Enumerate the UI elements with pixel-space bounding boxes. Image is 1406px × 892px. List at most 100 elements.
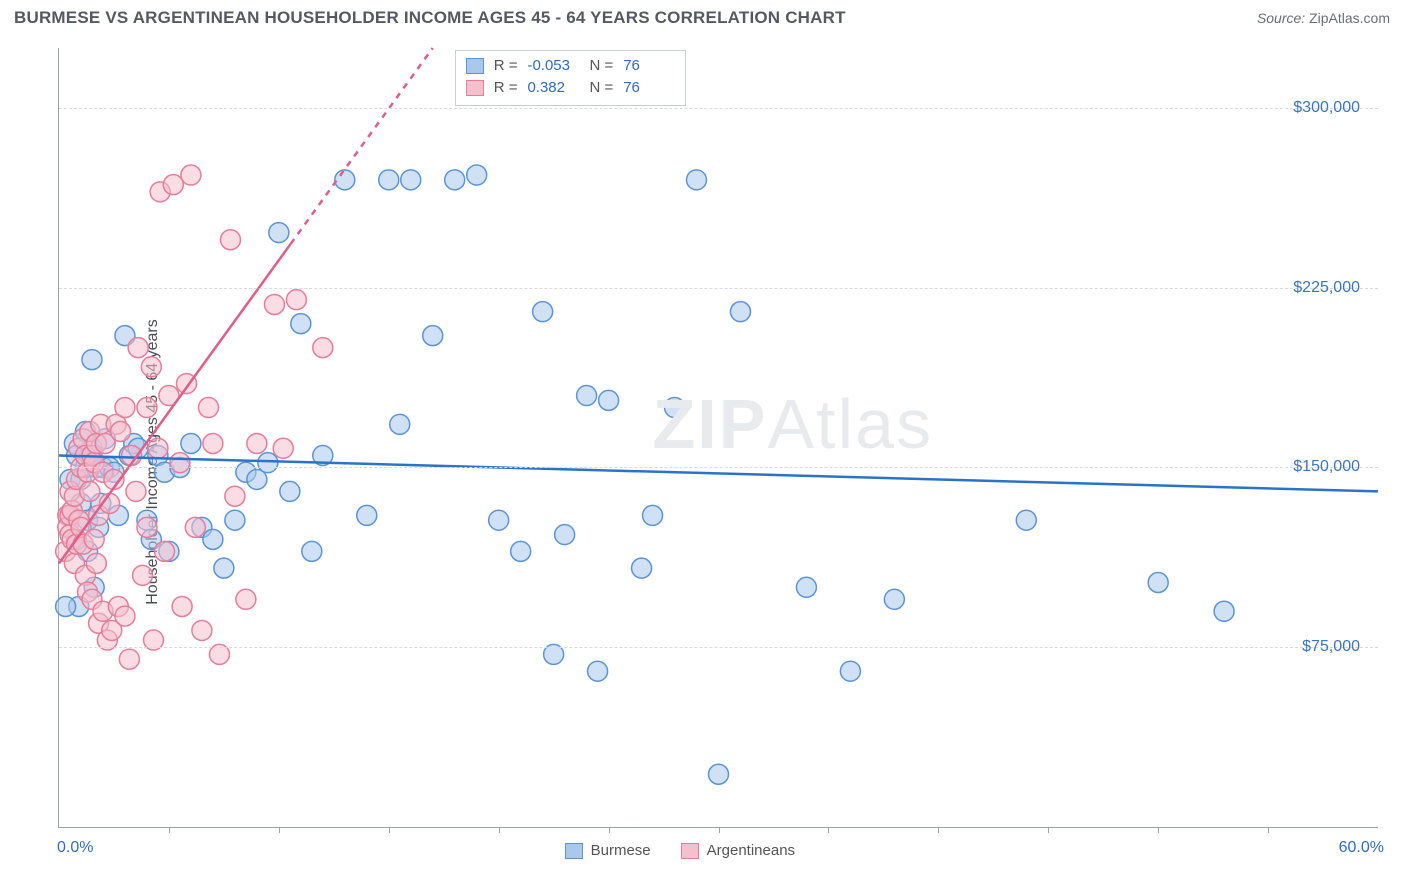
scatter-point bbox=[137, 398, 157, 418]
scatter-point bbox=[155, 541, 175, 561]
trend-line-dashed bbox=[291, 48, 433, 244]
scatter-point bbox=[730, 302, 750, 322]
scatter-point bbox=[214, 558, 234, 578]
scatter-point bbox=[126, 481, 146, 501]
x-max-label: 60.0% bbox=[1339, 839, 1384, 857]
scatter-point bbox=[643, 505, 663, 525]
scatter-point bbox=[555, 525, 575, 545]
scatter-point bbox=[1016, 510, 1036, 530]
legend-swatch bbox=[466, 58, 484, 74]
legend-r-label: R = bbox=[494, 55, 518, 77]
scatter-point bbox=[181, 165, 201, 185]
legend-r-label: R = bbox=[494, 77, 518, 99]
x-tick bbox=[938, 827, 939, 833]
scatter-point bbox=[687, 170, 707, 190]
scatter-point bbox=[111, 422, 131, 442]
legend-n-label: N = bbox=[589, 77, 613, 99]
gridline-h bbox=[59, 467, 1378, 468]
gridline-h bbox=[59, 108, 1378, 109]
legend-n-value: 76 bbox=[623, 55, 675, 77]
scatter-point bbox=[181, 433, 201, 453]
x-tick bbox=[499, 827, 500, 833]
gridline-h bbox=[59, 288, 1378, 289]
scatter-point bbox=[632, 558, 652, 578]
x-tick bbox=[169, 827, 170, 833]
gridline-h bbox=[59, 647, 1378, 648]
scatter-point bbox=[84, 529, 104, 549]
legend-swatch bbox=[466, 80, 484, 96]
trend-line bbox=[59, 244, 291, 564]
legend-item-label: Argentineans bbox=[707, 842, 795, 859]
chart-source: Source: ZipAtlas.com bbox=[1257, 10, 1390, 26]
scatter-point bbox=[489, 510, 509, 530]
scatter-point bbox=[273, 438, 293, 458]
scatter-point bbox=[599, 390, 619, 410]
scatter-point bbox=[264, 294, 284, 314]
scatter-point bbox=[709, 764, 729, 784]
chart-container: Householder Income Ages 45 - 64 years $7… bbox=[14, 42, 1392, 882]
scatter-point bbox=[423, 326, 443, 346]
scatter-point bbox=[840, 661, 860, 681]
scatter-point bbox=[445, 170, 465, 190]
scatter-point bbox=[80, 481, 100, 501]
scatter-point bbox=[137, 517, 157, 537]
scatter-point bbox=[313, 338, 333, 358]
y-tick-label: $150,000 bbox=[1293, 458, 1360, 476]
scatter-point bbox=[269, 223, 289, 243]
chart-header: BURMESE VS ARGENTINEAN HOUSEHOLDER INCOM… bbox=[0, 0, 1406, 32]
scatter-point bbox=[335, 170, 355, 190]
legend-item: Argentineans bbox=[681, 842, 795, 859]
scatter-point bbox=[1148, 573, 1168, 593]
scatter-point bbox=[148, 438, 168, 458]
legend-item-label: Burmese bbox=[591, 842, 651, 859]
legend-swatch bbox=[565, 843, 583, 859]
scatter-point bbox=[379, 170, 399, 190]
x-tick bbox=[719, 827, 720, 833]
x-tick bbox=[1158, 827, 1159, 833]
scatter-point bbox=[665, 398, 685, 418]
source-value: ZipAtlas.com bbox=[1309, 10, 1390, 26]
scatter-svg bbox=[59, 48, 1378, 827]
legend-swatch bbox=[681, 843, 699, 859]
scatter-point bbox=[225, 486, 245, 506]
scatter-point bbox=[198, 398, 218, 418]
scatter-point bbox=[185, 517, 205, 537]
scatter-point bbox=[141, 357, 161, 377]
scatter-point bbox=[467, 165, 487, 185]
y-tick-label: $300,000 bbox=[1293, 99, 1360, 117]
scatter-point bbox=[203, 529, 223, 549]
legend-item: Burmese bbox=[565, 842, 651, 859]
x-tick bbox=[279, 827, 280, 833]
legend-stats: R =-0.053N =76R =0.382N =76 bbox=[455, 50, 687, 106]
plot-area: $75,000$150,000$225,000$300,0000.0%60.0%… bbox=[58, 48, 1378, 828]
source-label: Source: bbox=[1257, 10, 1305, 26]
scatter-point bbox=[884, 589, 904, 609]
x-tick bbox=[1268, 827, 1269, 833]
scatter-point bbox=[82, 350, 102, 370]
legend-n-label: N = bbox=[589, 55, 613, 77]
scatter-point bbox=[511, 541, 531, 561]
scatter-point bbox=[192, 620, 212, 640]
scatter-point bbox=[133, 565, 153, 585]
scatter-point bbox=[247, 433, 267, 453]
scatter-point bbox=[258, 453, 278, 473]
legend-n-value: 76 bbox=[623, 77, 675, 99]
scatter-point bbox=[577, 386, 597, 406]
scatter-point bbox=[357, 505, 377, 525]
scatter-point bbox=[1214, 601, 1234, 621]
scatter-point bbox=[172, 596, 192, 616]
scatter-point bbox=[220, 230, 240, 250]
scatter-point bbox=[163, 175, 183, 195]
scatter-point bbox=[302, 541, 322, 561]
legend-series: Burmese Argentineans bbox=[565, 842, 795, 859]
scatter-point bbox=[588, 661, 608, 681]
scatter-point bbox=[533, 302, 553, 322]
x-min-label: 0.0% bbox=[57, 839, 93, 857]
y-tick-label: $75,000 bbox=[1302, 638, 1360, 656]
scatter-point bbox=[86, 553, 106, 573]
scatter-point bbox=[286, 290, 306, 310]
scatter-point bbox=[170, 453, 190, 473]
scatter-point bbox=[796, 577, 816, 597]
scatter-point bbox=[291, 314, 311, 334]
scatter-point bbox=[115, 398, 135, 418]
